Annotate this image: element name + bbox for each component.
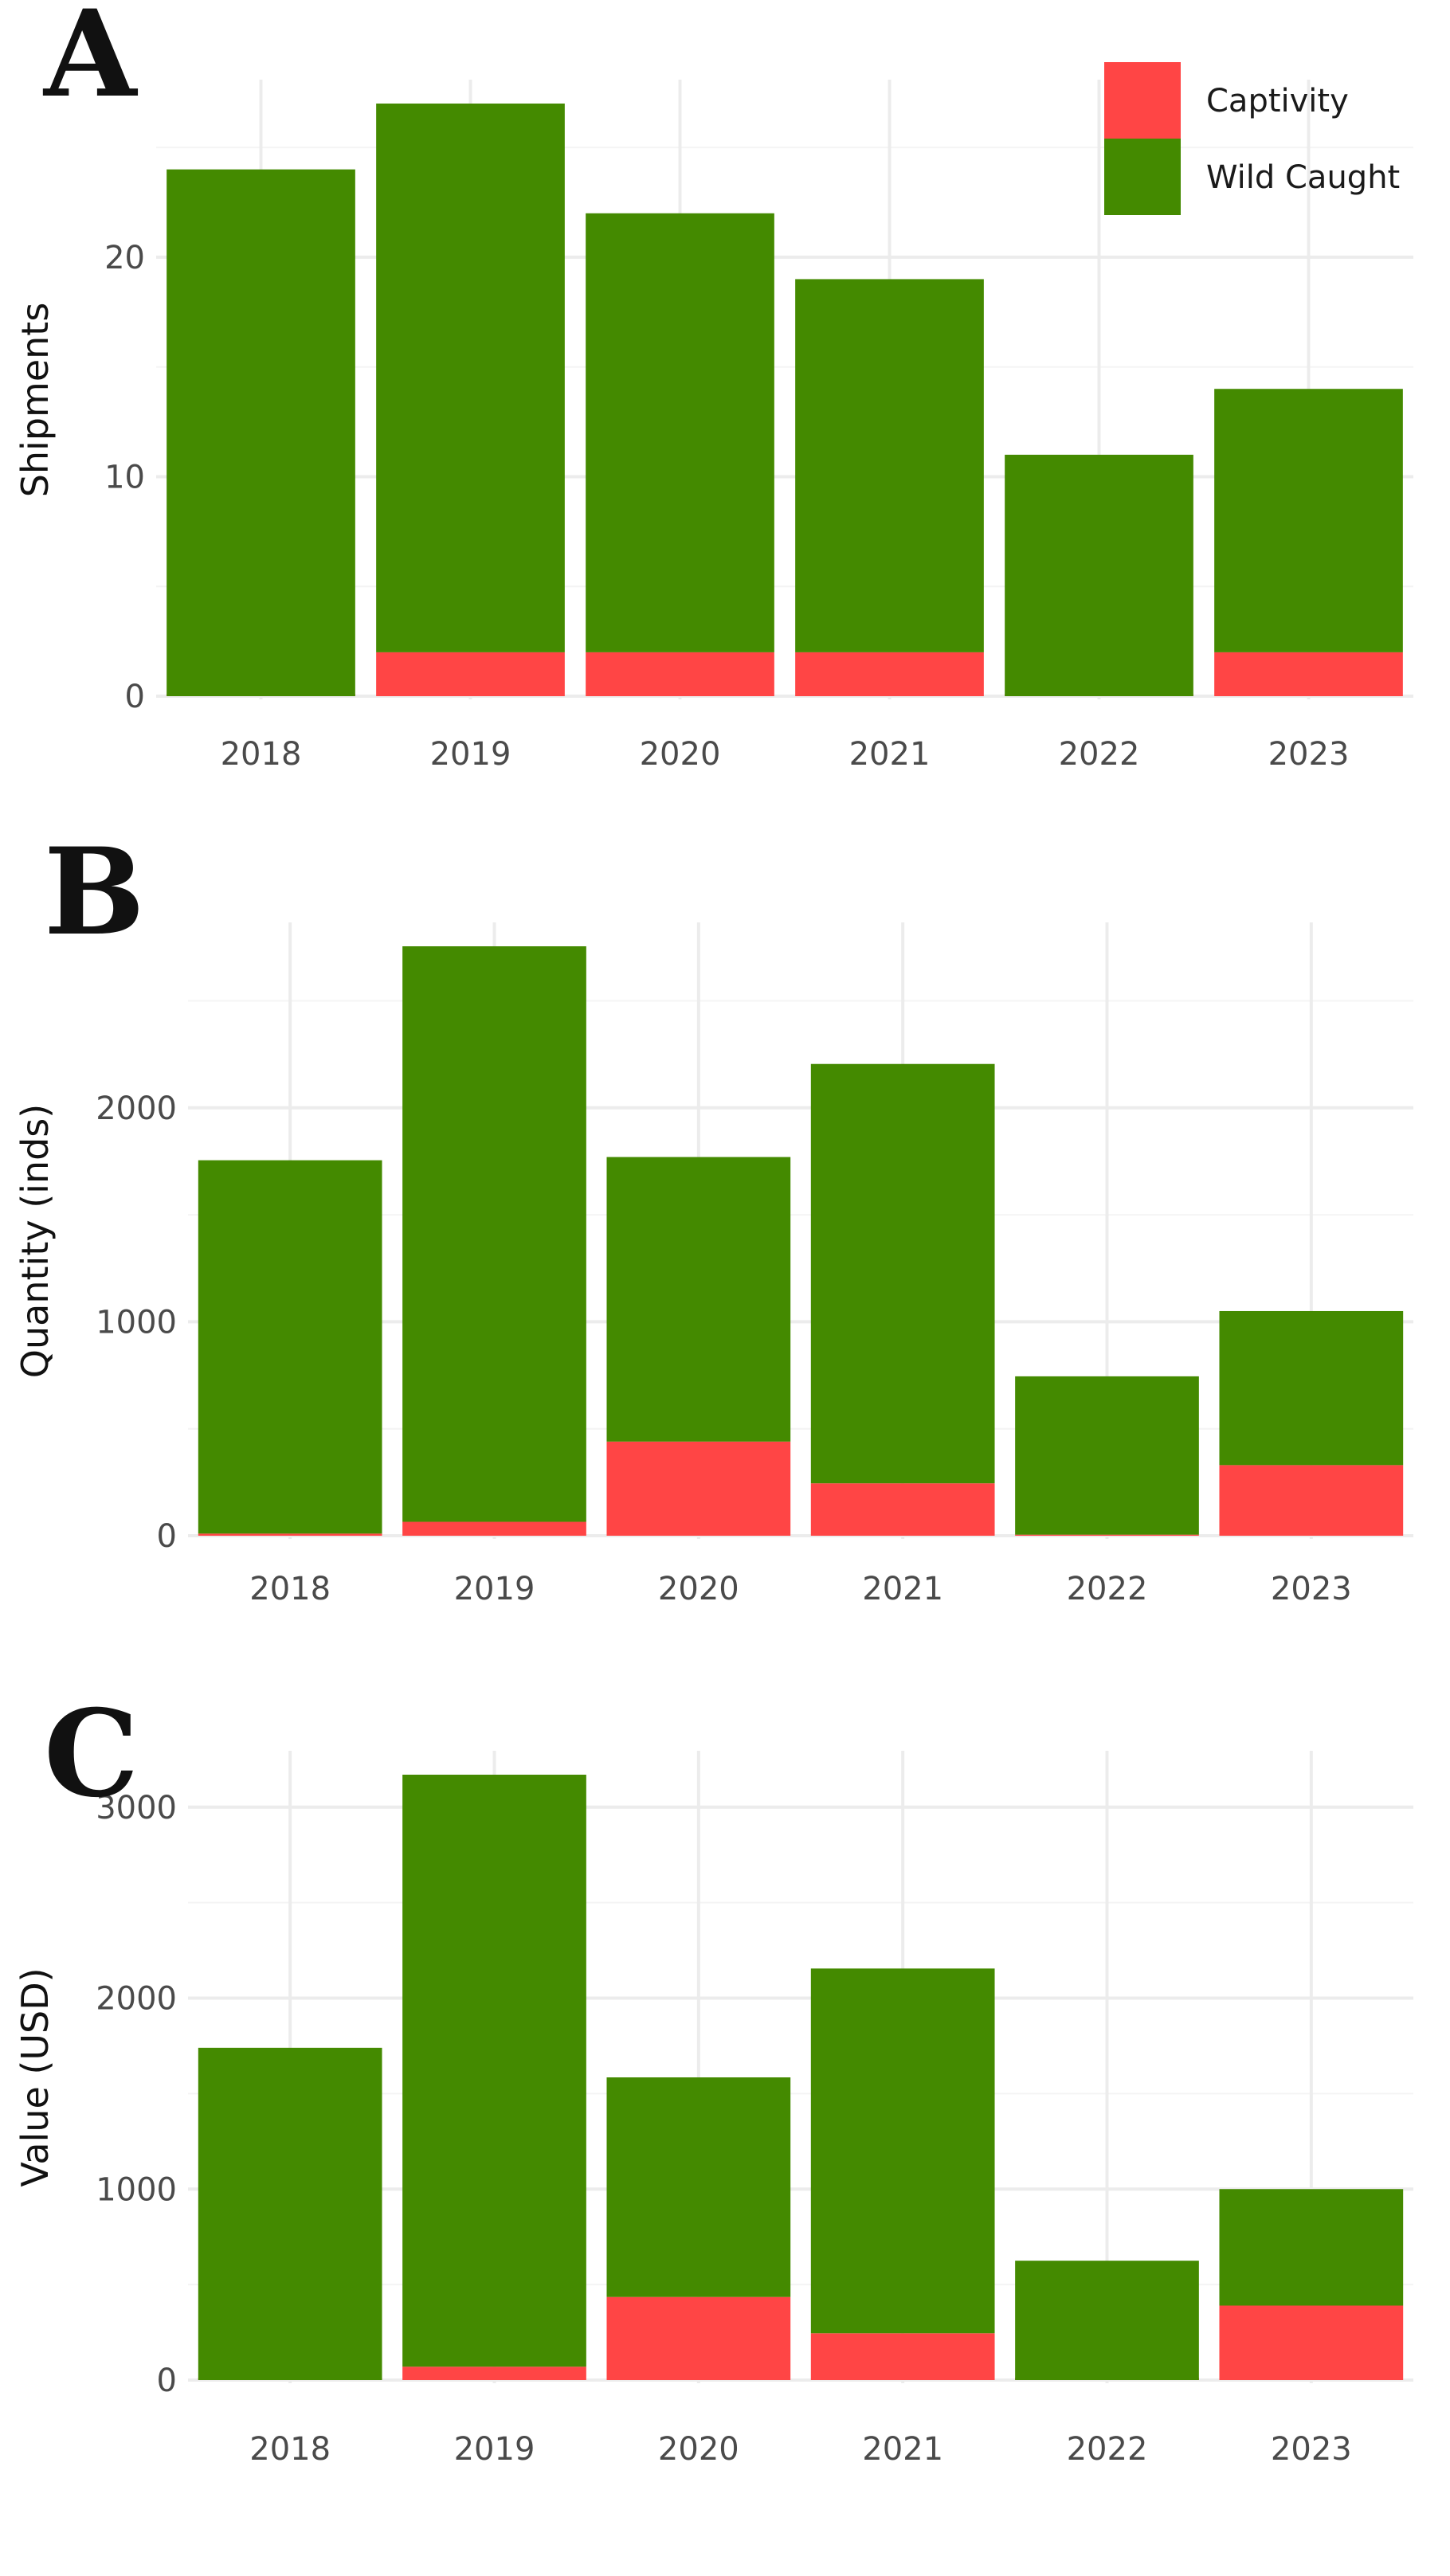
bar-captivity-2023 (1219, 2305, 1404, 2380)
x-tick-label: 2019 (454, 1571, 535, 1607)
x-tick-label: 2023 (1271, 2431, 1352, 2468)
bar-wild-caught-2018 (167, 169, 355, 696)
y-tick-label: 0 (157, 2363, 177, 2399)
x-tick-label: 2018 (249, 2431, 331, 2468)
y-tick-label: 1000 (96, 2171, 177, 2208)
x-tick-label: 2023 (1268, 736, 1350, 773)
y-axis-title: Shipments (14, 303, 57, 498)
y-tick-label: 2000 (96, 1981, 177, 2018)
chart-panel-a: 0 10 20 2018 2019 2020 2021 2022 2023 Shipments A C… (14, 0, 1413, 773)
legend: Captivity Wild Caught (1104, 62, 1400, 215)
bar-wild-caught-2023 (1219, 1310, 1404, 1466)
y-tick-label: 20 (104, 240, 145, 276)
y-tick-label: 1000 (96, 1304, 177, 1341)
bar-captivity-2023 (1214, 652, 1403, 696)
bar-captivity-2021 (795, 652, 984, 696)
panel-c: 0 1000 2000 3000 2018 2019 2020 2021 2022 2023 Val… (0, 1689, 1450, 2576)
chart-panel-b: 0 1000 2000 2018 2019 2020 2021 2022 2023 Quantit… (14, 844, 1413, 1607)
bar-captivity-2023 (1219, 1465, 1404, 1536)
bar-wild-caught-2021 (795, 279, 984, 652)
bar-captivity-2019 (376, 652, 565, 696)
panel-letter: C (44, 1689, 139, 1824)
bar-wild-caught-2022 (1015, 1376, 1199, 1535)
x-tick-label: 2021 (862, 2431, 943, 2468)
panel-letter: A (42, 0, 139, 124)
bar-captivity-2020 (586, 652, 774, 696)
bar-wild-caught-2020 (606, 2077, 791, 2297)
bar-captivity-2019 (402, 2367, 586, 2380)
x-tick-label: 2021 (862, 1571, 943, 1607)
y-axis-title: Value (USD) (14, 1967, 57, 2186)
x-tick-label: 2020 (658, 2431, 739, 2468)
x-tick-label: 2018 (249, 1571, 331, 1607)
legend-swatch-wild-caught (1104, 139, 1181, 215)
y-tick-label: 2000 (96, 1090, 177, 1127)
y-tick-label: 0 (125, 679, 145, 715)
x-tick-label: 2021 (849, 736, 931, 773)
x-tick-label: 2022 (1067, 1571, 1148, 1607)
bar-wild-caught-2021 (810, 1063, 995, 1484)
x-tick-label: 2019 (454, 2431, 535, 2468)
legend-label-wild-caught: Wild Caught (1206, 159, 1400, 196)
bar-captivity-2020 (606, 2296, 791, 2380)
bar-wild-caught-2018 (198, 1160, 382, 1534)
y-axis-title: Quantity (inds) (14, 1104, 57, 1378)
x-tick-label: 2023 (1271, 1571, 1352, 1607)
legend-swatch-captivity (1104, 62, 1181, 139)
bar-wild-caught-2022 (1005, 454, 1193, 696)
bar-wild-caught-2023 (1214, 389, 1403, 652)
x-tick-label: 2019 (430, 736, 511, 773)
bar-wild-caught-2018 (198, 2047, 382, 2380)
y-tick-label: 3000 (96, 1790, 177, 1826)
panel-a: 0 10 20 2018 2019 2020 2021 2022 2023 Shipments A C… (0, 0, 1450, 828)
bar-wild-caught-2022 (1015, 2261, 1199, 2380)
x-tick-label: 2022 (1059, 736, 1140, 773)
x-tick-label: 2022 (1067, 2431, 1148, 2468)
bar-wild-caught-2023 (1219, 2189, 1404, 2306)
y-tick-label: 0 (157, 1518, 177, 1555)
bar-captivity-2021 (810, 1483, 995, 1536)
bar-wild-caught-2021 (810, 1968, 995, 2334)
bar-captivity-2020 (606, 1441, 791, 1536)
bar-wild-caught-2019 (376, 104, 565, 652)
panel-letter: B (44, 844, 145, 962)
bar-wild-caught-2019 (402, 946, 586, 1522)
chart-panel-c: 0 1000 2000 3000 2018 2019 2020 2021 2022 2023 Val… (14, 1689, 1413, 2468)
bar-wild-caught-2020 (586, 213, 774, 652)
bar-captivity-2018 (198, 1533, 382, 1536)
y-tick-label: 10 (104, 459, 145, 495)
x-tick-label: 2020 (658, 1571, 739, 1607)
bar-captivity-2022 (1015, 1534, 1199, 1536)
bar-wild-caught-2020 (606, 1157, 791, 1442)
bar-captivity-2019 (402, 1521, 586, 1536)
x-tick-label: 2020 (640, 736, 721, 773)
x-tick-label: 2018 (221, 736, 302, 773)
panel-b: 0 1000 2000 2018 2019 2020 2021 2022 2023 Quantit… (0, 844, 1450, 1673)
bar-captivity-2021 (810, 2333, 995, 2380)
bar-wild-caught-2019 (402, 1775, 586, 2367)
legend-label-captivity: Captivity (1206, 83, 1349, 119)
